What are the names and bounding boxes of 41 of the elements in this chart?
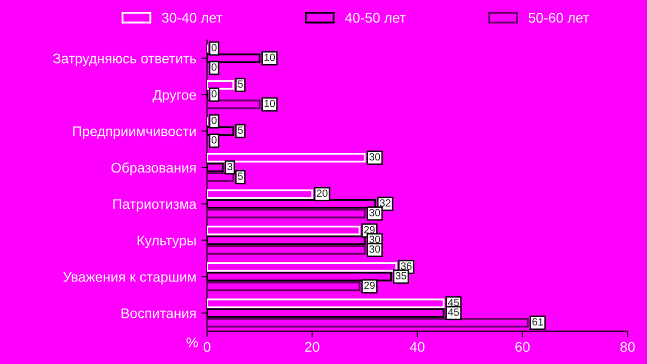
x-tick-label: 40: [410, 342, 424, 352]
data-label: 61: [532, 318, 543, 326]
data-label: 5: [238, 126, 243, 134]
data-label: 0: [212, 63, 217, 71]
data-label: 30: [369, 236, 380, 244]
data-label: 29: [364, 282, 375, 290]
y-tick-label: Культуры: [138, 236, 196, 248]
legend-label: 30-40 лет: [162, 12, 222, 23]
data-label: 36: [400, 262, 412, 270]
y-tick-label: Затрудняюсь ответить: [53, 54, 196, 66]
y-tick-label: Патриотизма: [113, 199, 197, 212]
y-tick-label: Другое: [152, 90, 196, 103]
data-label: 10: [264, 100, 275, 108]
data-label: 30: [369, 208, 380, 216]
data-label: 20: [316, 190, 328, 197]
data-label: 0: [212, 116, 217, 124]
x-tick-label: 0: [204, 342, 210, 352]
data-label: 5: [238, 172, 243, 180]
data-label: 29: [364, 226, 375, 234]
x-axis-title: %: [186, 337, 198, 348]
data-label: 30: [369, 153, 380, 161]
y-tick-label: Образования: [111, 162, 196, 176]
data-label: 0: [212, 44, 217, 52]
data-label: 5: [238, 80, 243, 88]
data-label: 30: [369, 245, 380, 253]
legend-label: 50-60 лет: [528, 12, 589, 23]
legend-label: 40-50 лет: [345, 12, 406, 23]
x-tick-label: 80: [620, 342, 635, 352]
data-label: 45: [448, 298, 459, 306]
data-label: 10: [264, 54, 275, 62]
data-label: 0: [212, 90, 217, 98]
data-label: 32: [380, 199, 390, 207]
y-tick-label: Уважения к старшим: [63, 272, 196, 285]
data-label: 3: [227, 162, 232, 170]
data-label: 35: [396, 272, 406, 280]
x-tick-label: 60: [515, 342, 530, 352]
data-label: 45: [448, 308, 459, 316]
x-tick-label: 20: [305, 342, 320, 352]
y-tick-label: Предприимчивости: [73, 126, 196, 139]
data-label: 0: [212, 136, 217, 144]
y-tick-label: Воспитания: [122, 308, 196, 318]
